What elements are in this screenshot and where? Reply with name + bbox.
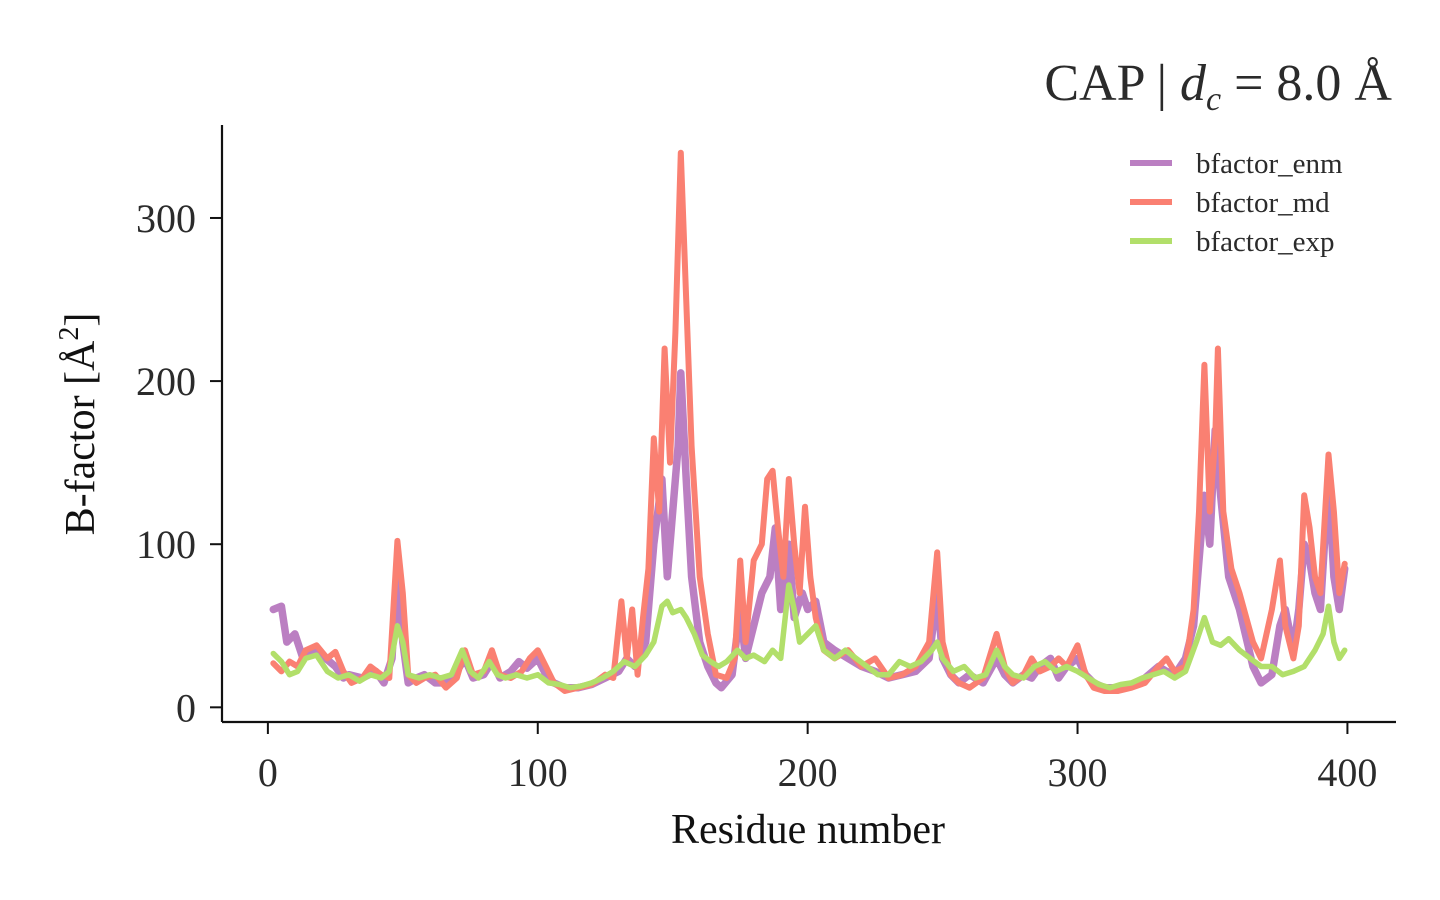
chart-title-subscript: c [1206,81,1221,118]
y-axis-title: B-factor [Å2] [54,313,104,536]
x-tick-label: 300 [1048,750,1108,795]
legend-label: bfactor_md [1196,187,1330,219]
y-axis-title-main: B-factor [Å [58,340,104,535]
chart-title-suffix: = 8.0 Å [1221,55,1392,112]
x-tick-label: 400 [1317,750,1377,795]
chart-title-symbol: d [1180,55,1207,112]
legend-label: bfactor_enm [1196,148,1343,180]
y-tick-label: 300 [136,196,196,241]
chart-title-prefix: CAP | [1044,55,1180,112]
legend: bfactor_enm bfactor_md bfactor_exp [1130,148,1343,258]
y-tick-label: 100 [136,522,196,567]
x-tick-label: 0 [258,750,278,795]
series-line-bfactor-exp [270,582,1348,691]
series-line-bfactor-md [270,149,1348,694]
chart-title: CAP | dc = 8.0 Å [1044,55,1392,118]
x-axis-title: Residue number [671,807,945,853]
y-tick-label: 0 [176,685,196,730]
y-ticks: 0 100 200 300 [136,196,222,730]
x-ticks: 0 100 200 300 400 [258,722,1377,795]
legend-label: bfactor_exp [1196,226,1335,258]
series-layer [269,149,1349,694]
y-tick-label: 200 [136,359,196,404]
x-tick-label: 200 [778,750,838,795]
y-axis-title-end: ] [58,313,104,327]
y-axis-title-sup: 2 [54,327,85,341]
x-tick-label: 100 [508,750,568,795]
